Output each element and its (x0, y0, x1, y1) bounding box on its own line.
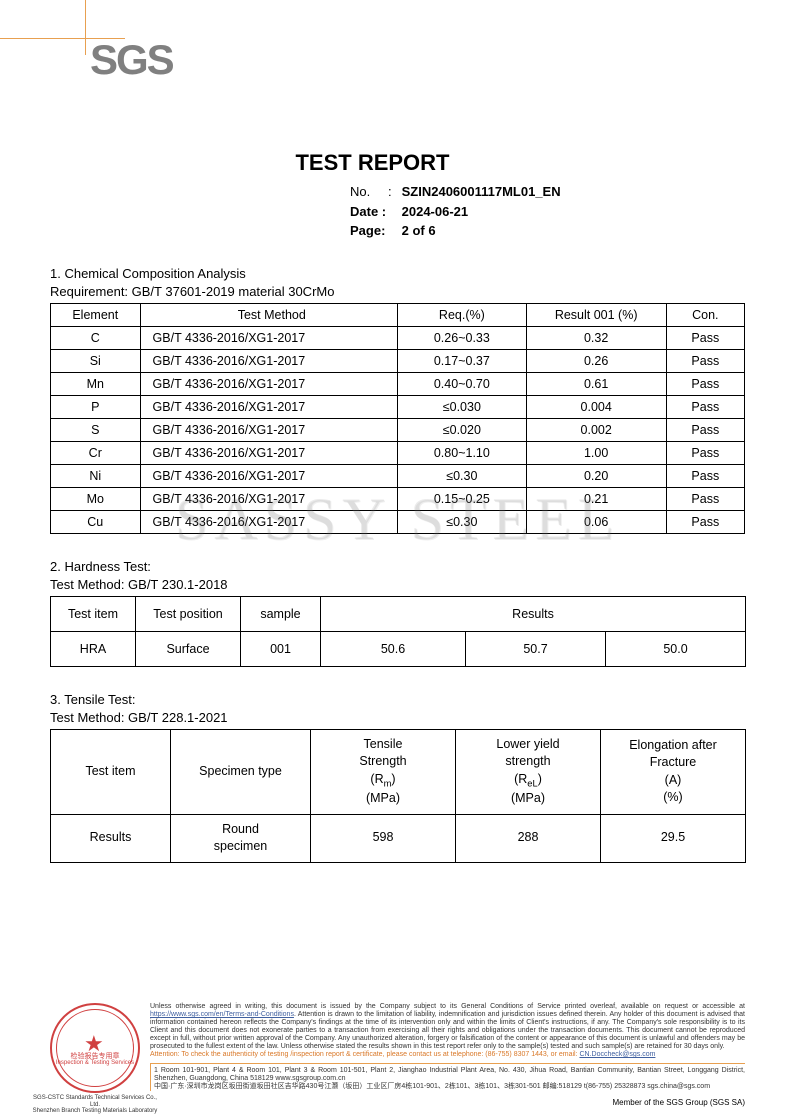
meta-no: No.: SZIN2406001117ML01_EN (350, 182, 745, 202)
table-header-row: Test item Test position sample Results (51, 596, 746, 631)
col-req: Req.(%) (397, 303, 526, 326)
tensile-table: Test item Specimen type Tensile Strength… (50, 729, 746, 863)
col-yield: Lower yield strength (ReL) (MPa) (456, 729, 601, 814)
stamp: ★ 检验报告专用章 Inspection & Testing Services … (50, 1003, 140, 1093)
hardness-table: Test item Test position sample Results H… (50, 596, 746, 667)
section3-heading: 3. Tensile Test: (50, 692, 745, 707)
footer: ★ 检验报告专用章 Inspection & Testing Services … (50, 1003, 745, 1093)
col-specimen: Specimen type (171, 729, 311, 814)
table-row: NiGB/T 4336-2016/XG1-2017≤0.300.20Pass (51, 464, 745, 487)
section-tensile: 3. Tensile Test: Test Method: GB/T 228.1… (50, 692, 745, 863)
table-row: MnGB/T 4336-2016/XG1-20170.40~0.700.61Pa… (51, 372, 745, 395)
table-row: Results Roundspecimen 598 288 29.5 (51, 814, 746, 862)
sgs-logo: SGS (90, 30, 745, 90)
col-element: Element (51, 303, 141, 326)
table-row: CGB/T 4336-2016/XG1-20170.26~0.330.32Pas… (51, 326, 745, 349)
table-row: SGB/T 4336-2016/XG1-2017≤0.0200.002Pass (51, 418, 745, 441)
table-row: CrGB/T 4336-2016/XG1-20170.80~1.101.00Pa… (51, 441, 745, 464)
col-item: Test item (51, 596, 136, 631)
col-tensile: Tensile Strength (Rm) (MPa) (311, 729, 456, 814)
col-con: Con. (666, 303, 744, 326)
member-line: Member of the SGS Group (SGS SA) (613, 1098, 746, 1107)
table-row: PGB/T 4336-2016/XG1-2017≤0.0300.004Pass (51, 395, 745, 418)
header-block: TEST REPORT No.: SZIN2406001117ML01_EN D… (50, 150, 745, 241)
logo-line-h (0, 38, 125, 39)
col-item: Test item (51, 729, 171, 814)
stamp-subtitle: SGS-CSTC Standards Technical Services Co… (30, 1095, 160, 1115)
col-method: Test Method (140, 303, 397, 326)
logo-line-v (85, 0, 86, 55)
col-elongation: Elongation after Fracture (A) (%) (601, 729, 746, 814)
meta-lines: No.: SZIN2406001117ML01_EN Date : 2024-0… (350, 182, 745, 241)
report-title: TEST REPORT (0, 150, 745, 176)
table-header-row: Test item Specimen type Tensile Strength… (51, 729, 746, 814)
table-row: MoGB/T 4336-2016/XG1-20170.15~0.250.21Pa… (51, 487, 745, 510)
table-header-row: Element Test Method Req.(%) Result 001 (… (51, 303, 745, 326)
table-row: HRA Surface 001 50.6 50.7 50.0 (51, 631, 746, 666)
section3-method: Test Method: GB/T 228.1-2021 (50, 710, 745, 725)
section1-requirement: Requirement: GB/T 37601-2019 material 30… (50, 284, 745, 299)
chemical-table: Element Test Method Req.(%) Result 001 (… (50, 303, 745, 534)
table-row: CuGB/T 4336-2016/XG1-2017≤0.300.06Pass (51, 510, 745, 533)
table-row: SiGB/T 4336-2016/XG1-20170.17~0.370.26Pa… (51, 349, 745, 372)
col-position: Test position (136, 596, 241, 631)
logo-text: SGS (90, 36, 173, 84)
footer-text: Unless otherwise agreed in writing, this… (150, 1003, 745, 1091)
col-sample: sample (241, 596, 321, 631)
section1-heading: 1. Chemical Composition Analysis (50, 266, 745, 281)
section-hardness: 2. Hardness Test: Test Method: GB/T 230.… (50, 559, 745, 667)
section-chemical: 1. Chemical Composition Analysis Require… (50, 266, 745, 534)
section2-method: Test Method: GB/T 230.1-2018 (50, 577, 745, 592)
meta-date: Date : 2024-06-21 (350, 202, 745, 222)
meta-page: Page: 2 of 6 (350, 221, 745, 241)
col-results: Results (321, 596, 746, 631)
section2-heading: 2. Hardness Test: (50, 559, 745, 574)
col-result: Result 001 (%) (526, 303, 666, 326)
